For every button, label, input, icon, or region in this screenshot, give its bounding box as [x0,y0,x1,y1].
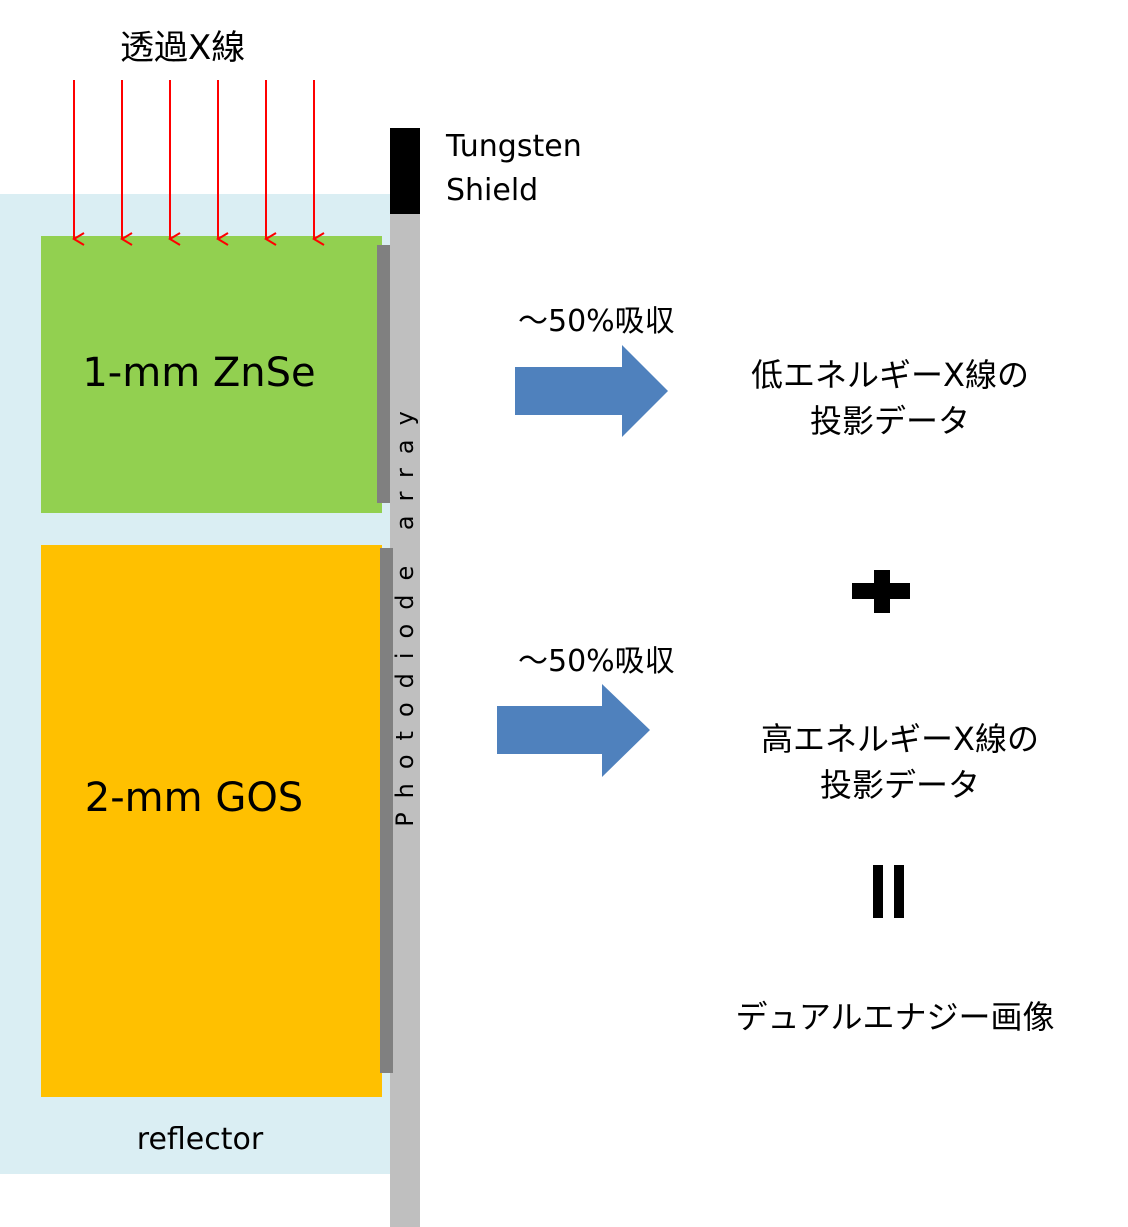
znse-label: 1-mm ZnSe [82,350,316,396]
dual-energy-image-label: デュアルエナジー画像 [735,998,1055,1036]
tungsten-shield-label: Tungsten Shield [446,125,582,213]
gos-label: 2-mm GOS [84,775,304,821]
high-energy-flow-arrow [497,684,650,777]
low-energy-line2: 投影データ [809,402,970,440]
low-energy-flow-arrow [515,345,668,437]
equals-symbol [873,865,904,918]
plus-symbol [852,570,910,613]
transmitted-xray-label: 透過X線 [120,28,246,68]
tungsten-shield [390,128,420,214]
photodiode-upper-segment [377,245,390,503]
low-energy-line1: 低エネルギーX線の [751,356,1029,394]
tungsten-label-line1: Tungsten [446,129,582,164]
xray-arrows [72,80,325,246]
high-energy-line2: 投影データ [819,766,980,804]
high-energy-projection-label: 高エネルギーX線の 投影データ [725,716,1075,808]
reflector-label: reflector [136,1122,264,1157]
znse-scintillator [41,236,382,513]
high-energy-line1: 高エネルギーX線の [761,720,1039,758]
absorption-label-2: ～50%吸収 [518,644,675,679]
photodiode-array-strip [390,212,420,1227]
absorption-label-1: ～50%吸収 [518,304,675,339]
tungsten-label-line2: Shield [446,173,539,208]
photodiode-lower-segment [380,548,393,1073]
gos-scintillator [41,545,382,1097]
low-energy-projection-label: 低エネルギーX線の 投影データ [715,352,1065,444]
